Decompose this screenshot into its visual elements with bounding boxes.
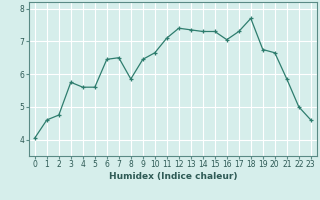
- X-axis label: Humidex (Indice chaleur): Humidex (Indice chaleur): [108, 172, 237, 181]
